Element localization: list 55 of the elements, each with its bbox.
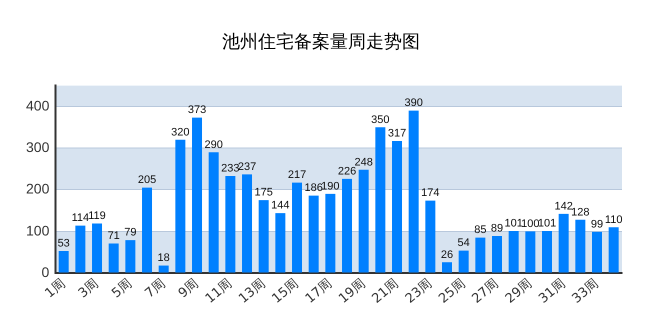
- x-tick-label: 7周: [142, 276, 168, 302]
- x-tick-label: 13周: [236, 276, 268, 307]
- x-tick-label: 29周: [502, 276, 536, 307]
- x-tick-label: 17周: [302, 276, 336, 307]
- data-label: 128: [571, 206, 590, 218]
- data-label: 237: [238, 160, 256, 173]
- data-label: 119: [88, 210, 106, 222]
- x-tick-label: 11周: [202, 276, 236, 307]
- data-label: 174: [421, 187, 440, 200]
- data-label: 26: [440, 248, 454, 261]
- data-label: 373: [188, 104, 206, 116]
- data-label: 390: [404, 97, 423, 110]
- data-label: 186: [304, 182, 323, 194]
- data-label: 217: [288, 169, 306, 182]
- x-tick-label: 19周: [336, 276, 368, 307]
- x-tick-label: 25周: [436, 276, 468, 307]
- x-tick-label: 27周: [469, 276, 502, 307]
- data-label: 53: [58, 238, 70, 250]
- x-tick-label: 15周: [269, 276, 302, 307]
- x-tick-label: 3周: [76, 276, 102, 302]
- data-label: 226: [338, 165, 356, 178]
- data-label: 350: [371, 114, 390, 126]
- data-label: 320: [171, 126, 190, 138]
- data-label: 54: [458, 237, 470, 250]
- data-label: 110: [604, 214, 622, 226]
- x-tick-label: 21周: [369, 276, 402, 307]
- data-label: 317: [388, 128, 406, 140]
- data-label: 248: [354, 156, 373, 168]
- data-label: 114: [72, 212, 90, 224]
- data-label: 101: [538, 218, 556, 230]
- data-label: 142: [554, 200, 573, 212]
- x-tick-label: 23周: [402, 276, 436, 307]
- data-label: 190: [321, 180, 340, 192]
- x-tick-label: 33周: [569, 276, 602, 307]
- x-tick-label: 9周: [176, 276, 202, 302]
- data-label: 89: [490, 222, 504, 235]
- data-label: 144: [271, 200, 290, 212]
- data-label: 290: [204, 138, 223, 151]
- data-label: 101: [504, 218, 523, 230]
- x-tick-label: 31周: [536, 276, 568, 307]
- y-tick-label: 200: [26, 180, 50, 197]
- data-label: 85: [474, 224, 486, 236]
- data-label: 175: [254, 186, 273, 199]
- y-tick-label: 100: [26, 222, 50, 238]
- data-label: 71: [108, 230, 120, 242]
- data-label: 205: [138, 174, 156, 186]
- chart-title: 池州住宅备案量周走势图: [222, 31, 420, 52]
- x-tick-label: 5周: [109, 276, 136, 302]
- data-label: 99: [590, 218, 604, 230]
- y-tick-label: 400: [26, 97, 50, 114]
- y-tick-label: 300: [26, 138, 50, 155]
- data-label: 100: [521, 218, 540, 230]
- data-label: 18: [158, 252, 170, 264]
- data-label: 233: [221, 162, 240, 175]
- data-label: 79: [124, 226, 136, 239]
